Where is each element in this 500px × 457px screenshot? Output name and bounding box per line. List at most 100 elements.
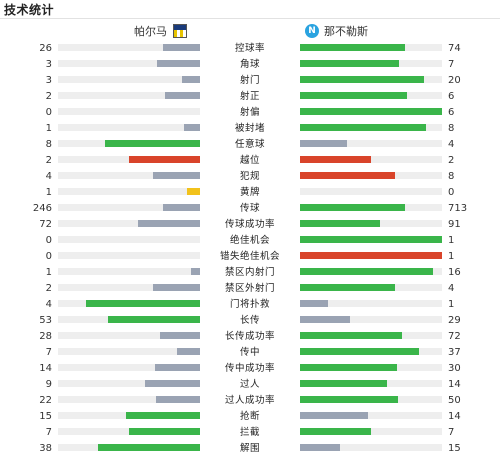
away-stat-bar — [300, 140, 347, 147]
home-stat-bar — [86, 300, 200, 307]
stat-row: 0 射偏 6 — [0, 105, 500, 121]
away-stat-value: 713 — [448, 203, 468, 214]
home-stat-bar — [153, 172, 200, 179]
home-stat-track — [58, 284, 200, 291]
stat-label: 过人成功率 — [224, 395, 275, 406]
home-stat-track — [58, 444, 200, 451]
home-stat-track — [58, 76, 200, 83]
home-stat-bar — [157, 60, 200, 67]
away-stat-bar — [300, 284, 396, 291]
away-stat-value: 8 — [448, 171, 455, 182]
away-stat-value: 20 — [448, 75, 461, 86]
away-stat-value: 1 — [448, 299, 455, 310]
away-stat-bar — [300, 76, 424, 83]
home-stat-track — [58, 412, 200, 419]
home-stat-value: 9 — [45, 379, 52, 390]
parma-crest-icon — [173, 24, 187, 38]
away-stat-bar — [300, 444, 340, 451]
away-stat-bar — [300, 380, 387, 387]
away-stat-value: 6 — [448, 91, 455, 102]
home-stat-value: 22 — [39, 395, 52, 406]
home-stat-track — [58, 44, 200, 51]
home-stat-bar — [153, 284, 200, 291]
home-stat-bar — [129, 156, 200, 163]
stat-label: 错失绝佳机会 — [219, 251, 280, 262]
home-stat-track — [58, 428, 200, 435]
away-stat-bar — [300, 156, 371, 163]
stat-label: 拦截 — [239, 427, 260, 438]
away-stat-value: 7 — [448, 59, 455, 70]
home-stat-bar — [160, 332, 200, 339]
away-stat-track — [300, 396, 442, 403]
away-stat-bar — [300, 348, 420, 355]
home-stat-bar — [177, 348, 200, 355]
away-stat-bar — [300, 172, 396, 179]
home-stat-track — [58, 316, 200, 323]
away-stat-bar — [300, 60, 400, 67]
away-stat-value: 37 — [448, 347, 461, 358]
away-stat-bar — [300, 44, 406, 51]
home-stat-track — [58, 380, 200, 387]
away-stat-track — [300, 220, 442, 227]
home-stat-bar — [104, 140, 200, 147]
stat-row: 53 长传 29 — [0, 313, 500, 329]
home-stat-bar — [144, 380, 200, 387]
away-stat-value: 1 — [448, 251, 455, 262]
stat-row: 1 黄牌 0 — [0, 185, 500, 201]
home-stat-bar — [163, 44, 200, 51]
home-stat-value: 7 — [45, 427, 52, 438]
home-stat-bar — [164, 92, 200, 99]
away-stat-value: 14 — [448, 379, 461, 390]
away-stat-bar — [300, 268, 434, 275]
away-stat-bar — [300, 252, 442, 259]
stat-label: 射正 — [239, 91, 260, 102]
away-stat-track — [300, 172, 442, 179]
home-stat-value: 4 — [45, 299, 52, 310]
stat-label: 犯规 — [239, 171, 260, 182]
away-stat-bar — [300, 396, 398, 403]
stat-label: 传中成功率 — [224, 363, 275, 374]
away-team-name: 那不勒斯 — [324, 25, 368, 38]
stat-row: 28 长传成功率 72 — [0, 329, 500, 345]
home-stat-value: 2 — [45, 155, 52, 166]
home-stat-track — [58, 108, 200, 115]
home-stat-bar — [184, 124, 200, 131]
away-stat-track — [300, 428, 442, 435]
away-stat-bar — [300, 236, 442, 243]
home-stat-track — [58, 300, 200, 307]
page-title: 技术统计 — [4, 3, 55, 17]
away-stat-track — [300, 60, 442, 67]
home-stat-track — [58, 60, 200, 67]
home-stat-value: 1 — [45, 123, 52, 134]
away-stat-bar — [300, 316, 350, 323]
stat-label: 门将扑救 — [229, 299, 270, 310]
home-stat-track — [58, 236, 200, 243]
stat-label: 射偏 — [239, 107, 260, 118]
away-stat-value: 0 — [448, 187, 455, 198]
stat-row: 246 传球 713 — [0, 201, 500, 217]
stat-row: 14 传中成功率 30 — [0, 361, 500, 377]
away-stat-track — [300, 252, 442, 259]
napoli-crest-icon: N — [305, 24, 319, 38]
stat-row: 1 被封堵 8 — [0, 121, 500, 137]
stat-label: 禁区内射门 — [224, 267, 275, 278]
away-stat-track — [300, 92, 442, 99]
stats-table: 26 控球率 74 3 角球 7 3 射门 20 2 射正 6 0 射偏 6 1 被封堵 8 8 任意球 4 2 越位 2 4 犯… — [0, 41, 500, 457]
stat-label: 长传 — [239, 315, 260, 326]
home-stat-bar — [126, 412, 200, 419]
stat-row: 2 越位 2 — [0, 153, 500, 169]
stat-row: 72 传球成功率 91 — [0, 217, 500, 233]
home-stat-value: 2 — [45, 283, 52, 294]
stat-row: 3 射门 20 — [0, 73, 500, 89]
home-stat-value: 26 — [39, 43, 52, 54]
stat-label: 过人 — [239, 379, 260, 390]
home-stat-track — [58, 364, 200, 371]
stat-row: 1 禁区内射门 16 — [0, 265, 500, 281]
stat-row: 2 射正 6 — [0, 89, 500, 105]
stat-label: 传球 — [239, 203, 260, 214]
home-stat-value: 0 — [45, 107, 52, 118]
away-stat-track — [300, 76, 442, 83]
home-stat-value: 1 — [45, 187, 52, 198]
home-stat-track — [58, 172, 200, 179]
home-stat-track — [58, 156, 200, 163]
